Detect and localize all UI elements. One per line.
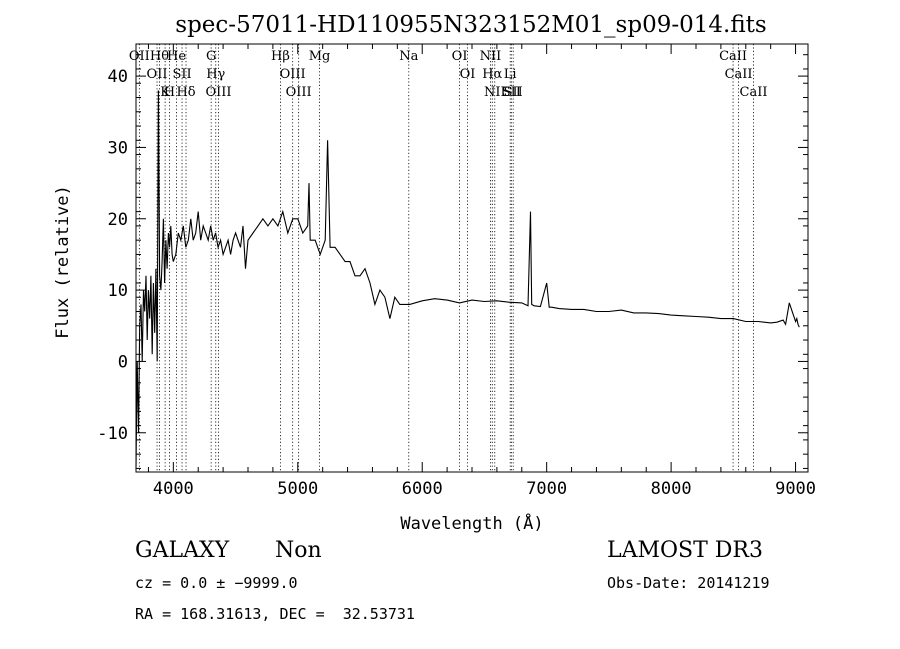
- line-label: OI: [460, 67, 476, 82]
- x-tick-label: 9000: [775, 479, 816, 499]
- line-label: SII: [504, 85, 523, 100]
- line-label: OIII: [280, 67, 306, 82]
- line-label: K: [160, 85, 170, 100]
- line-label: H: [164, 85, 175, 100]
- line-label: Li: [504, 67, 517, 82]
- x-tick-label: 8000: [651, 479, 692, 499]
- x-axis-ticks: 4000 5000 6000 7000 8000 9000: [147, 44, 816, 499]
- x-tick-label: 7000: [526, 479, 567, 499]
- survey-name: LAMOST DR3: [607, 538, 763, 563]
- chart-title: spec-57011-HD110955N323152M01_sp09-014.f…: [175, 12, 766, 38]
- x-axis-label: Wavelength (Å): [400, 512, 543, 534]
- plot-frame: [135, 43, 809, 473]
- y-tick-label: -10: [97, 424, 128, 444]
- y-axis-label: Flux (relative): [53, 185, 73, 339]
- line-label: OII: [129, 49, 150, 64]
- line-label: Hα: [482, 67, 502, 82]
- line-label: Na: [399, 49, 418, 64]
- line-label: CaII: [740, 85, 768, 100]
- line-label: SII: [502, 85, 521, 100]
- ra-dec: RA = 168.31613, DEC = 32.53731: [135, 605, 415, 623]
- spectral-line-markers: [138, 44, 754, 472]
- object-type: GALAXY: [135, 538, 230, 563]
- line-label: CaII: [725, 67, 753, 82]
- line-label: Hγ: [206, 67, 225, 82]
- line-label: NII: [480, 49, 502, 64]
- line-label: OI: [452, 49, 468, 64]
- line-label: OIII: [205, 85, 231, 100]
- line-label: SII: [172, 67, 191, 82]
- line-label: NII: [484, 85, 506, 100]
- observation-date: Obs-Date: 20141219: [607, 574, 770, 592]
- line-label: G: [206, 49, 216, 64]
- y-tick-label: 10: [108, 281, 128, 301]
- y-tick-label: 40: [108, 67, 128, 87]
- line-label: CaII: [719, 49, 747, 64]
- line-label: OII: [147, 67, 168, 82]
- line-label: Hδ: [176, 85, 195, 100]
- y-tick-label: 0: [118, 352, 128, 372]
- y-axis-ticks: -10 0 10 20 30 40: [97, 54, 808, 469]
- line-label: Hθ: [150, 49, 169, 64]
- y-tick-label: 20: [108, 210, 128, 230]
- line-label: Hβ: [271, 49, 290, 64]
- redshift-cz: cz = 0.0 ± −9999.0: [135, 574, 298, 592]
- object-subclass: Non: [275, 538, 322, 563]
- x-tick-label: 4000: [153, 479, 194, 499]
- line-label: Mg: [309, 49, 331, 64]
- x-tick-label: 5000: [277, 479, 318, 499]
- line-label: OIII: [286, 85, 312, 100]
- x-tick-label: 6000: [402, 479, 443, 499]
- y-tick-label: 30: [108, 138, 128, 158]
- line-label: He: [167, 49, 186, 64]
- flux-series-line: [135, 90, 800, 469]
